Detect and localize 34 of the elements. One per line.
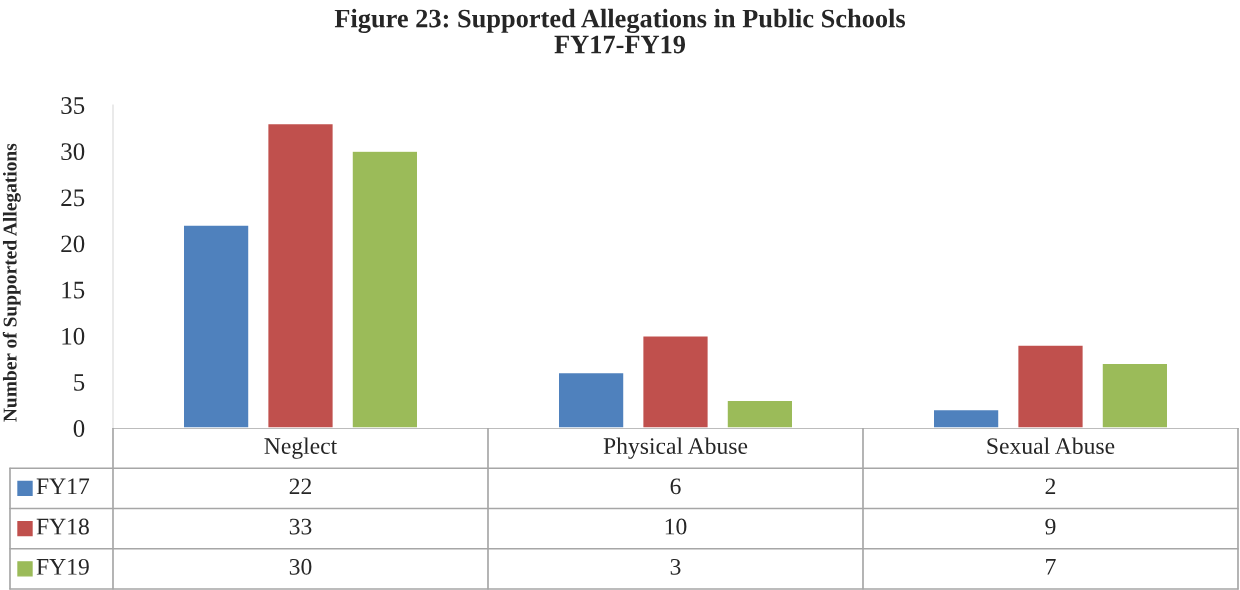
legend-label: FY19 [36,558,89,575]
bar [266,122,335,428]
y-tick-label: 15 [62,281,85,299]
y-tick-label: 30 [61,143,85,161]
y-tick-label: 10 [62,327,85,345]
data-label: 10 [665,518,687,535]
x-tick-label: Neglect [264,437,338,459]
data-label: 3 [670,558,681,575]
y-axis-title: Number of Supported Allegations [2,143,21,422]
y-tick-label: 0 [73,420,85,437]
bar [351,150,419,428]
y-tick-label: 25 [61,189,85,207]
y-tick-label: 5 [74,374,85,391]
y-tick-label: 35 [61,97,85,114]
bar [182,224,250,428]
bar [932,408,1000,428]
chart-title: Figure 23: Supported Allegations in Public Schools FY17-FY19 [334,8,906,54]
data-label: 22 [289,478,311,495]
y-tick-label: 20 [61,235,85,253]
data-label: 30 [289,558,312,575]
x-tick-label: Sexual Abuse [987,437,1115,455]
bar [557,371,625,428]
bar [1016,344,1085,428]
legend-label: FY18 [36,518,89,535]
bar [1101,362,1169,428]
data-label: 6 [670,478,681,495]
bar [726,399,794,428]
data-label: 9 [1045,518,1056,535]
data-label: 33 [289,518,312,535]
data-label: 2 [1045,478,1056,495]
bar [641,335,710,428]
data-label: 7 [1046,559,1056,575]
legend-label: FY17 [36,478,90,495]
x-tick-label: Physical Abuse [603,437,748,459]
